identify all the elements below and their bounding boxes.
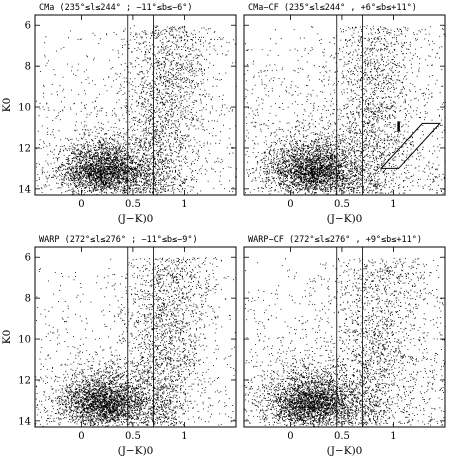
y-tick-label: 8 <box>25 62 31 73</box>
x-tick-label: 1 <box>181 199 187 210</box>
x-tick-label: 0 <box>78 199 84 210</box>
tick-marks <box>244 15 445 195</box>
scatter-point-cloud <box>35 25 237 196</box>
guide-lines <box>127 247 154 427</box>
scatter-points <box>244 25 446 196</box>
x-tick-label: 0 <box>287 199 293 210</box>
tick-marks <box>35 247 236 427</box>
x-axis-label: (J−K)0 <box>118 445 154 457</box>
panel-warp-cf: WARP−CF (272°≤l≤276° , +9°≤b≤+11°) 0 0.5… <box>243 235 446 457</box>
scatter-points <box>244 257 446 428</box>
scatter-points <box>35 25 237 196</box>
guide-lines <box>336 15 363 195</box>
x-tick-label: 1 <box>181 431 187 442</box>
panel-title: CMa (235°≤l≤244° ; −11°≤b≤−6°) <box>39 3 193 13</box>
x-tick-label: 0 <box>78 431 84 442</box>
panel-cma-cf: CMa−CF (235°≤l≤244° , +6°≤b≤+11°) 0 0.5 … <box>243 3 446 225</box>
y-tick-label: 12 <box>18 143 31 154</box>
panel-cma: CMa (235°≤l≤244° ; −11°≤b≤−6°) 0 0.5 1 6… <box>1 3 237 225</box>
panel-title: WARP−CF (272°≤l≤276° , +9°≤b≤+11°) <box>248 235 422 245</box>
scatter-points <box>35 257 237 427</box>
x-tick-label: 0.5 <box>125 199 141 210</box>
x-tick-label: 1 <box>390 431 396 442</box>
panel-warp: WARP (272°≤l≤276° ; −11°≤b≤−9°) 0 0.5 1 … <box>1 235 237 457</box>
y-axis-label: K0 <box>1 330 13 345</box>
tick-marks <box>35 15 236 195</box>
y-axis-label: K0 <box>1 98 13 113</box>
scatter-point-cloud <box>35 257 237 427</box>
panel-title: WARP (272°≤l≤276° ; −11°≤b≤−9°) <box>39 235 198 245</box>
plot-frame <box>243 14 446 196</box>
guide-lines <box>336 247 363 427</box>
scatter-point-cloud <box>244 257 446 428</box>
x-axis-label: (J−K)0 <box>327 445 363 457</box>
y-tick-label: 14 <box>18 416 31 427</box>
y-tick-label: 10 <box>18 335 31 346</box>
scatter-point-cloud <box>244 25 446 196</box>
y-tick-label: 14 <box>18 184 31 195</box>
x-axis-label: (J−K)0 <box>327 213 363 225</box>
x-axis-label: (J−K)0 <box>118 213 154 225</box>
plot-frame <box>34 14 237 196</box>
y-tick-label: 8 <box>25 294 31 305</box>
tick-marks <box>244 247 445 427</box>
y-tick-label: 12 <box>18 375 31 386</box>
y-tick-label: 6 <box>25 253 31 264</box>
panel-title: CMa−CF (235°≤l≤244° , +6°≤b≤+11°) <box>248 3 417 13</box>
x-tick-label: 0.5 <box>334 199 350 210</box>
guide-lines <box>127 15 154 195</box>
selection-box <box>379 122 441 169</box>
y-tick-label: 6 <box>25 21 31 32</box>
x-tick-label: 0.5 <box>125 431 141 442</box>
y-tick-label: 10 <box>18 103 31 114</box>
plot-frame <box>243 246 446 428</box>
x-tick-label: 0.5 <box>334 431 350 442</box>
plot-frame <box>34 246 237 428</box>
x-tick-label: 1 <box>390 199 396 210</box>
x-tick-label: 0 <box>287 431 293 442</box>
